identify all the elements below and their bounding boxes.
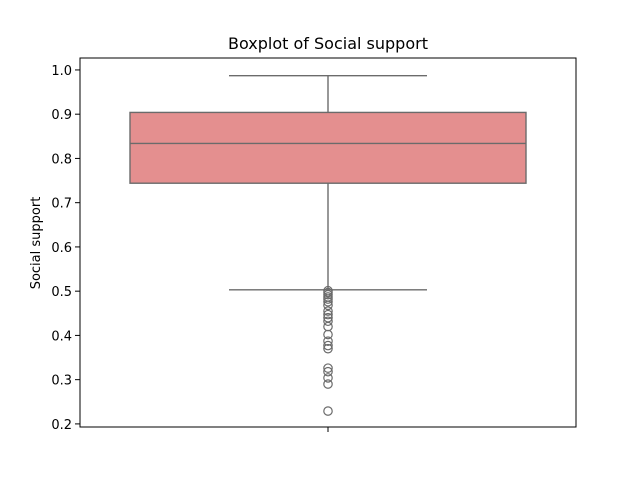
outlier-point	[323, 316, 333, 327]
y-tick-label: 0.7	[51, 197, 72, 212]
box-marks	[129, 74, 527, 416]
outlier-point	[323, 340, 333, 351]
outlier-point	[323, 373, 333, 383]
y-axis-ticks: 0.2 0.3 0.4 0.5 0.6 0.7 0.8 0.9 1.0	[51, 64, 80, 433]
outlier-point	[323, 363, 333, 373]
y-tick-label: 0.4	[51, 329, 72, 344]
outlier-point	[323, 306, 333, 316]
y-tick-label: 0.2	[51, 418, 72, 433]
y-tick-label: 0.6	[51, 241, 72, 256]
chart-title: Boxplot of Social support	[228, 34, 428, 53]
y-tick-label: 1.0	[51, 64, 72, 79]
outlier-point	[323, 294, 333, 304]
outlier-point	[323, 309, 333, 320]
y-tick-label: 0.3	[51, 374, 72, 389]
outlier-point	[323, 300, 333, 311]
y-tick-label: 0.8	[51, 152, 72, 167]
outlier-point	[323, 336, 333, 346]
outlier-point	[323, 343, 333, 354]
outlier-point	[323, 296, 333, 307]
outlier-point	[323, 379, 333, 389]
y-axis-label: Social support	[29, 197, 44, 290]
outlier-point	[323, 366, 333, 377]
iqr-box	[129, 111, 527, 184]
outlier-point	[323, 321, 333, 332]
outlier-point	[323, 406, 333, 416]
y-tick-label: 0.9	[51, 108, 72, 123]
outlier-point	[323, 329, 333, 340]
y-tick-label: 0.5	[51, 285, 72, 300]
